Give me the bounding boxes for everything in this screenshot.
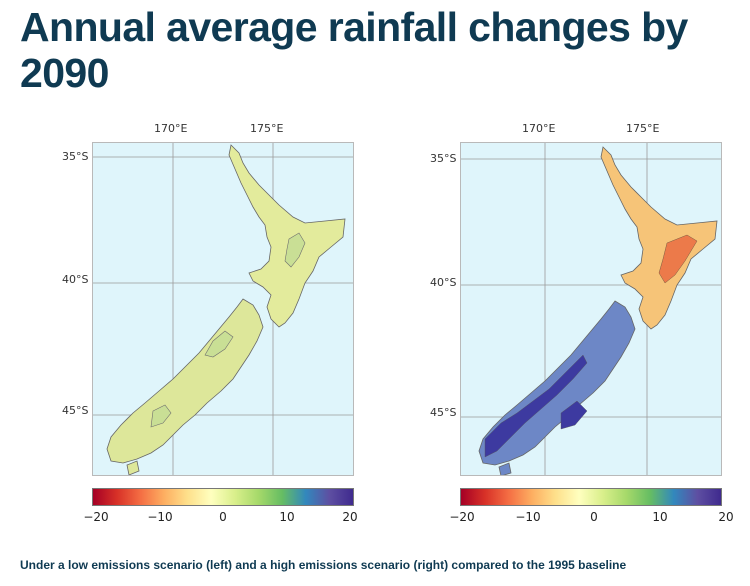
lat-label-40: 40°S — [62, 273, 89, 286]
colorbar-tick: −20 — [449, 510, 475, 524]
lon-label-175: 175°E — [626, 122, 660, 135]
nz-map-low — [93, 143, 353, 475]
nz-map-high — [461, 143, 721, 475]
lon-label-170: 170°E — [154, 122, 188, 135]
wetter-region-high — [484, 354, 588, 458]
north-island-low — [228, 144, 346, 328]
map-frame-low — [92, 142, 354, 476]
page-title: Annual average rainfall changes by 2090 — [20, 4, 688, 96]
stewart-island-high — [498, 462, 512, 475]
colorbar-high — [460, 488, 722, 506]
contour-region-low — [150, 232, 306, 428]
south-island-low — [106, 298, 264, 464]
lon-label-175: 175°E — [250, 122, 284, 135]
map-frame-high — [460, 142, 722, 476]
lat-label-45: 45°S — [430, 406, 457, 419]
colorbar-tick: 20 — [342, 510, 358, 524]
figure-caption: Under a low emissions scenario (left) an… — [20, 558, 627, 572]
colorbar-tick: 10 — [652, 510, 668, 524]
colorbar-tick: 10 — [279, 510, 295, 524]
map-panel-low-emissions: 170°E 175°E 35°S 40°S 45°S −20 −10 0 10 … — [50, 118, 358, 528]
colorbar-low — [92, 488, 354, 506]
colorbar-tick: −10 — [515, 510, 541, 524]
colorbar-tick: 0 — [219, 510, 227, 524]
colorbar-tick: 0 — [590, 510, 598, 524]
drier-region-high — [658, 234, 698, 284]
map-panel-high-emissions: 170°E 175°E 35°S 40°S 45°S −20 −10 0 10 … — [418, 118, 734, 528]
colorbar-tick: −20 — [83, 510, 109, 524]
lat-label-35: 35°S — [62, 150, 89, 163]
lon-label-170: 170°E — [522, 122, 556, 135]
colorbar-tick: 20 — [718, 510, 734, 524]
lat-label-35: 35°S — [430, 152, 457, 165]
stewart-island-low — [126, 460, 140, 475]
lat-label-40: 40°S — [430, 276, 457, 289]
north-island-high — [600, 146, 718, 330]
lat-label-45: 45°S — [62, 404, 89, 417]
colorbar-tick: −10 — [147, 510, 173, 524]
